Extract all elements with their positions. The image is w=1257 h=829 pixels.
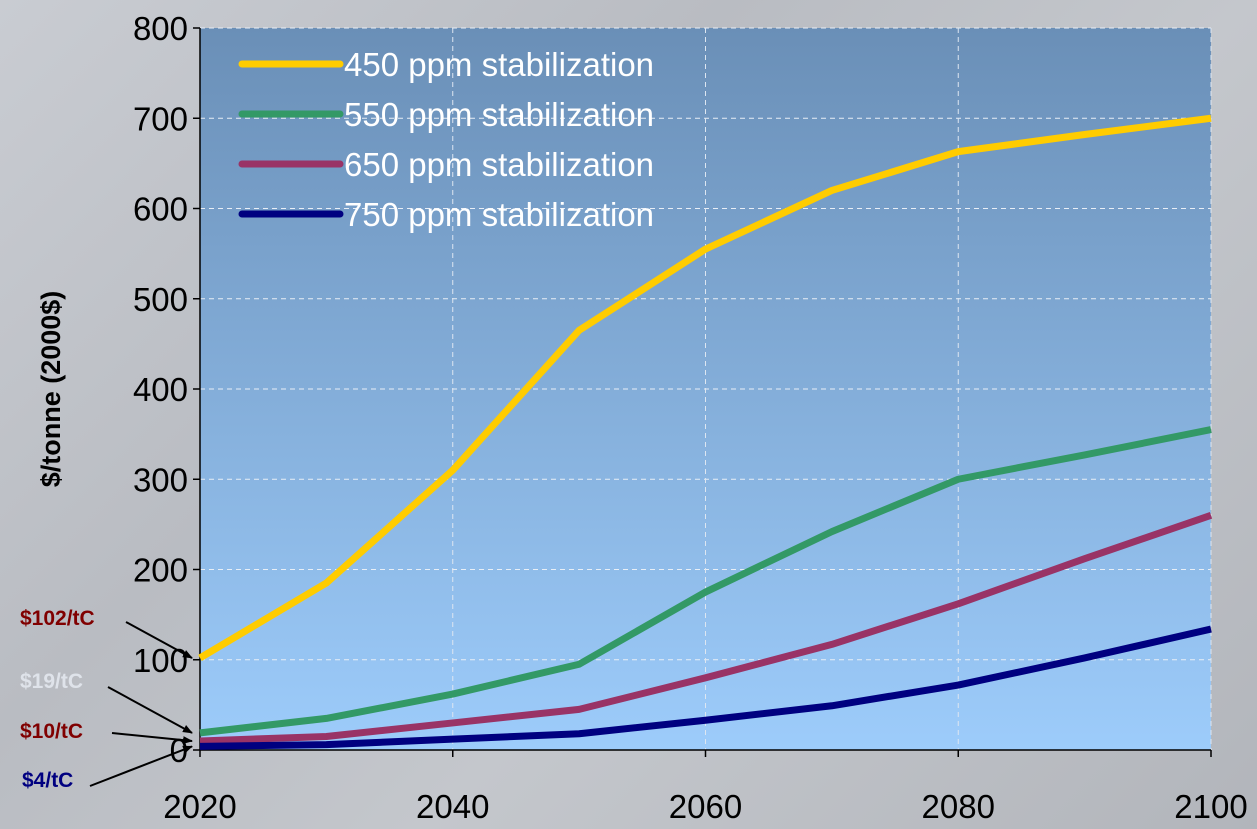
y-tick-label: 800 bbox=[133, 10, 188, 47]
annotation-label: $4/tC bbox=[22, 769, 73, 792]
annotation-arrow bbox=[107, 686, 193, 734]
series-line bbox=[199, 625, 1212, 750]
y-tick-label: 700 bbox=[133, 100, 188, 137]
gridlines bbox=[200, 27, 1212, 750]
annotation-label: $102/tC bbox=[20, 607, 95, 630]
series-lines bbox=[198, 114, 1213, 750]
y-tick-label: 200 bbox=[133, 552, 188, 589]
x-tick-label: 2100 bbox=[1174, 788, 1247, 825]
annotations: $102/tC $19/tC $10/tC $4/tC bbox=[20, 607, 193, 792]
annotation-arrow bbox=[89, 745, 193, 787]
x-tick-label: 2060 bbox=[669, 788, 742, 825]
y-tick-label: 400 bbox=[133, 371, 188, 408]
series-line bbox=[198, 114, 1212, 661]
y-tick-label: 500 bbox=[133, 281, 188, 318]
y-tick-label: 300 bbox=[133, 461, 188, 498]
legend-label: 750 ppm stabilization bbox=[344, 196, 654, 233]
legend: 450 ppm stabilization 550 ppm stabilizati… bbox=[238, 46, 654, 233]
annotation-arrow bbox=[125, 621, 193, 659]
series-line bbox=[199, 512, 1213, 745]
annotation-label: $19/tC bbox=[20, 670, 83, 693]
series-line bbox=[199, 426, 1212, 737]
annotation-label: $10/tC bbox=[20, 720, 83, 743]
legend-label: 650 ppm stabilization bbox=[344, 146, 654, 183]
y-tick-label: 600 bbox=[133, 191, 188, 228]
x-tick-label: 2020 bbox=[163, 788, 236, 825]
annotation-arrow bbox=[111, 732, 193, 745]
legend-label: 450 ppm stabilization bbox=[344, 46, 654, 83]
x-tick-label: 2040 bbox=[416, 788, 489, 825]
y-axis-label: $/tonne (2000$) bbox=[36, 291, 66, 488]
y-tick-label: 100 bbox=[133, 642, 188, 679]
legend-label: 550 ppm stabilization bbox=[344, 96, 654, 133]
x-tick-label: 2080 bbox=[922, 788, 995, 825]
axis-ticks: 0100200300400500600700800202020402060208… bbox=[133, 10, 1248, 825]
